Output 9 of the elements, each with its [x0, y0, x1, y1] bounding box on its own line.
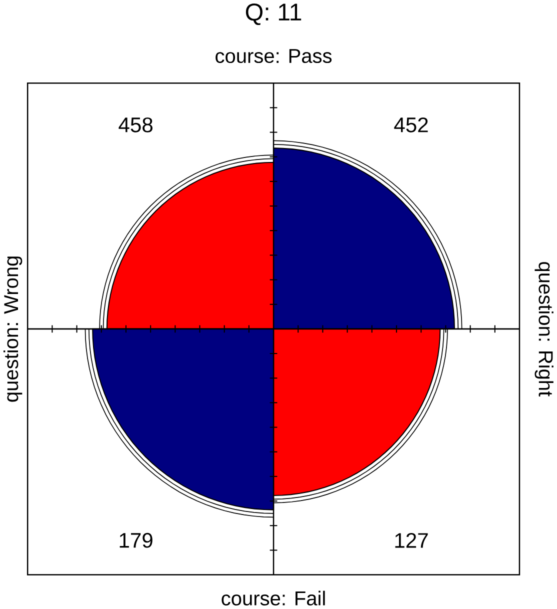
data-label: 179 — [120, 532, 152, 548]
data-label: 127 — [395, 533, 428, 548]
text: question: Wrong — [4, 256, 22, 402]
text: question: Right — [534, 262, 554, 396]
text: course: Pass — [216, 49, 332, 64]
text: Q: 11 — [246, 4, 302, 26]
data-label: 452 — [394, 117, 428, 132]
data-label: 458 — [118, 117, 153, 132]
text: course: Fail — [222, 590, 325, 606]
